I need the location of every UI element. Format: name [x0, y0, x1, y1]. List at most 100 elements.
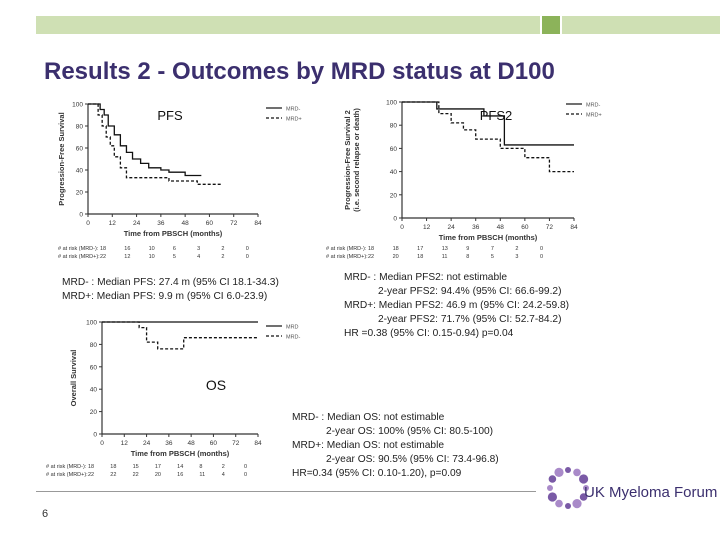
pfs2-y-tick-label: 60 [390, 146, 398, 153]
os-risk-cell: 0 [244, 464, 248, 470]
pfs-x-tick-label: 24 [133, 220, 141, 227]
os-x-tick-label: 84 [254, 440, 262, 447]
pfs2-risk-cell: 0 [540, 246, 544, 252]
logo-dot [547, 492, 558, 502]
pfs2-risk-cell: 7 [490, 246, 494, 252]
os-risk-cell: 15 [132, 464, 139, 470]
logo-dot [565, 467, 571, 473]
pfs2-legend-label: MRD+ [586, 113, 602, 119]
pfs-y-tick-label: 40 [76, 168, 84, 175]
os-x-tick-label: 36 [165, 440, 173, 447]
os-notes: MRD- : Median OS: not estimable 2-year O… [292, 411, 499, 481]
pfs2-x-tick-label: 24 [448, 224, 456, 231]
pfs-y-tick-label: 20 [76, 190, 84, 197]
pfs-risk-cell: 16 [124, 246, 131, 252]
pfs2-risk-row-header: # at risk (MRD+): [326, 254, 368, 260]
slide-title: Results 2 - Outcomes by MRD status at D1… [44, 58, 555, 85]
os-risk-cell: 16 [177, 472, 184, 478]
os-risk-cell: 20 [154, 472, 161, 478]
os-y-tick-label: 60 [90, 364, 98, 371]
pfs-series-mrd-pos-line [88, 103, 222, 185]
pfs-risk-row-header: # at risk (MRD-): [58, 246, 99, 252]
os-note-line4: 2-year OS: 90.5% (95% CI: 73.4-96.8) [326, 454, 499, 465]
pfs2-risk-cell: 5 [490, 254, 494, 260]
pfs-risk-cell: 18 [100, 246, 107, 252]
os-risk-row-header: # at risk (MRD+): [46, 472, 88, 478]
pfs-y-tick-label: 100 [72, 102, 83, 109]
os-note-line2: 2-year OS: 100% (95% CI: 80.5-100) [326, 426, 494, 437]
pfs2-series-mrd-neg-line [402, 101, 574, 146]
pfs-risk-cell: 5 [172, 254, 176, 260]
pfs2-y-tick-label: 100 [386, 100, 397, 107]
pfs-x-tick-label: 36 [157, 220, 165, 227]
pfs-x-tick-label: 12 [109, 220, 117, 227]
os-risk-cell: 4 [221, 472, 225, 478]
pfs2-x-axis-label: Time from PBSCH (months) [439, 233, 538, 242]
pfs2-risk-cell: 18 [368, 246, 375, 252]
os-risk-cell: 22 [110, 472, 117, 478]
pfs-risk-cell: 6 [172, 246, 176, 252]
os-x-tick-label: 60 [210, 440, 218, 447]
pfs2-risk-cell: 8 [466, 254, 470, 260]
pfs2-risk-cell: 3 [515, 254, 519, 260]
top-bar-segment-dark [542, 16, 560, 34]
os-legend-label: MRD- [286, 335, 301, 341]
logo-text: UK Myeloma Forum [584, 484, 718, 501]
os-note-line1: MRD- : Median OS: not estimable [292, 412, 445, 423]
pfs2-risk-cell: 17 [417, 246, 424, 252]
logo-dot [583, 485, 589, 491]
pfs2-y-tick-label: 0 [393, 216, 397, 223]
pfs-risk-cell: 3 [197, 246, 201, 252]
pfs2-y-axis-label-2: (i.e. second relapse or death) [352, 108, 361, 212]
os-risk-cell: 0 [244, 472, 248, 478]
os-x-tick-label: 24 [143, 440, 151, 447]
pfs-series-mrd-neg-line [88, 103, 202, 177]
pfs-risk-cell: 4 [197, 254, 201, 260]
pfs-risk-cell: 0 [245, 254, 249, 260]
uk-myeloma-forum-logo-icon [547, 467, 589, 509]
os-risk-cell: 17 [154, 464, 161, 470]
pfs-chart: 0 20 40 60 80 100 0 12 24 36 48 60 72 84 Time from PBS… [52, 94, 310, 246]
os-risk-cell: 14 [177, 464, 184, 470]
top-bar-segment-light [36, 16, 540, 34]
pfs-x-tick-label: 72 [230, 220, 238, 227]
logo-dot [555, 499, 563, 508]
pfs-x-tick-label: 48 [182, 220, 190, 227]
pfs2-x-tick-label: 36 [472, 224, 480, 231]
pfs-chart-svg: 0 20 40 60 80 100 0 12 24 36 48 60 72 84 Time from PBS… [57, 102, 302, 239]
pfs2-x-tick-label: 60 [521, 224, 529, 231]
pfs-tag-label: PFS [157, 108, 183, 123]
pfs-risk-cell: 2 [221, 246, 225, 252]
os-risk-cell: 11 [199, 472, 206, 478]
pfs2-notes: MRD- : Median PFS2: not estimable 2-year… [344, 271, 569, 341]
pfs2-chart: 0 20 40 60 80 100 0 12 24 36 48 60 72 84 Time from PBS… [340, 94, 610, 252]
pfs2-y-tick-label: 20 [390, 192, 398, 199]
pfs2-note-line4: 2-year PFS2: 71.7% (95% CI: 52.7-84.2) [378, 314, 562, 325]
pfs2-risk-cell: 9 [466, 246, 470, 252]
pfs2-risk-cell: 13 [441, 246, 448, 252]
os-risk-cell: 18 [88, 464, 95, 470]
pfs-x-tick-label: 0 [86, 220, 90, 227]
os-x-tick-label: 0 [100, 440, 104, 447]
os-x-tick-label: 48 [188, 440, 196, 447]
pfs-risk-cell: 22 [100, 254, 107, 260]
pfs2-tag-label: PFS2 [480, 108, 513, 123]
pfs2-y-tick-label: 80 [390, 123, 398, 130]
os-y-tick-label: 20 [90, 409, 98, 416]
pfs-note-line1: MRD- : Median PFS: 27.4 m (95% CI 18.1-3… [62, 277, 279, 288]
pfs2-series-mrd-pos-line [402, 101, 574, 173]
pfs2-risk-cell: 2 [515, 246, 519, 252]
pfs2-legend-label: MRD- [586, 103, 601, 109]
pfs2-x-tick-label: 84 [570, 224, 578, 231]
pfs2-y-tick-label: 40 [390, 169, 398, 176]
pfs2-x-tick-label: 48 [497, 224, 505, 231]
os-chart: 0 20 40 60 80 100 0 12 24 36 48 60 72 84 Time from PBS… [66, 312, 326, 464]
pfs2-y-axis-label: Progression-Free Survival 2 [343, 110, 352, 210]
pfs-x-tick-label: 60 [206, 220, 214, 227]
os-x-tick-label: 72 [232, 440, 240, 447]
top-accent-bar [0, 16, 720, 34]
top-bar-segment-light-right [562, 16, 720, 34]
os-x-tick-label: 12 [121, 440, 129, 447]
pfs-notes: MRD- : Median PFS: 27.4 m (95% CI 18.1-3… [62, 276, 279, 304]
os-x-axis-label: Time from PBSCH (months) [131, 449, 230, 458]
